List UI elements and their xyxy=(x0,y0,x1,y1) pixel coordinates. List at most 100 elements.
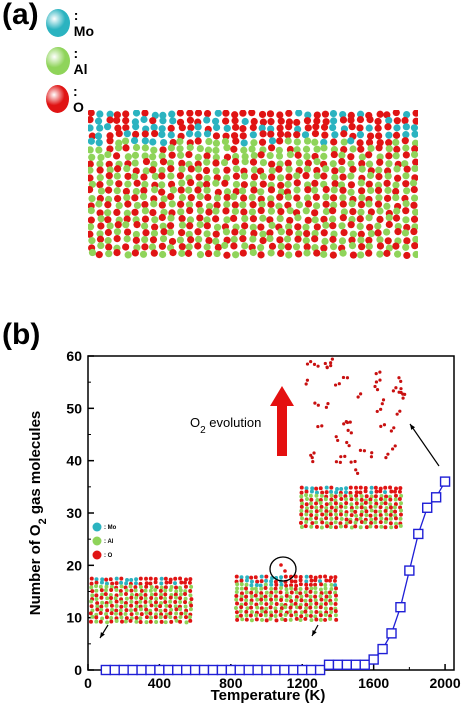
atom xyxy=(88,110,95,117)
atom xyxy=(158,125,166,133)
atom xyxy=(392,138,400,147)
atom xyxy=(244,594,249,599)
atom xyxy=(331,167,339,175)
atom xyxy=(313,157,321,166)
atom xyxy=(114,608,119,613)
atom xyxy=(141,235,149,244)
atom xyxy=(118,608,123,613)
atom xyxy=(385,145,393,153)
atom xyxy=(241,214,249,223)
atom xyxy=(378,497,383,502)
atom xyxy=(289,579,294,584)
data-point xyxy=(189,664,201,676)
atom xyxy=(318,579,322,584)
atom xyxy=(231,228,239,236)
atom xyxy=(257,243,265,252)
atom xyxy=(333,508,338,513)
atom xyxy=(138,616,143,621)
atom xyxy=(324,594,329,599)
atom xyxy=(100,616,105,621)
atom xyxy=(292,243,301,251)
atom xyxy=(264,602,269,607)
atom xyxy=(303,152,311,161)
atom xyxy=(99,588,104,593)
atom xyxy=(284,193,293,201)
atom xyxy=(344,486,349,491)
atom xyxy=(384,494,389,499)
o2-gas-molecule xyxy=(333,382,341,387)
atom xyxy=(174,595,178,600)
atom xyxy=(114,581,119,586)
atom xyxy=(329,586,334,591)
atom xyxy=(186,110,194,117)
atom xyxy=(119,604,124,609)
atom xyxy=(367,208,375,216)
atom xyxy=(264,578,269,583)
atom xyxy=(275,146,283,154)
atom xyxy=(249,201,257,209)
atom xyxy=(304,502,309,507)
atom xyxy=(338,222,346,230)
atom xyxy=(402,151,410,159)
atom xyxy=(249,590,254,595)
atom xyxy=(158,166,166,174)
atom xyxy=(267,200,275,208)
atom xyxy=(324,521,329,526)
data-point xyxy=(314,664,326,676)
atom xyxy=(108,592,113,597)
atom xyxy=(129,599,134,604)
atom xyxy=(149,585,154,590)
atom xyxy=(239,582,244,587)
atom xyxy=(379,516,384,521)
data-point xyxy=(145,664,156,676)
svg-text:: Al: : Al xyxy=(104,539,114,545)
atom xyxy=(339,116,348,124)
atom xyxy=(343,490,348,495)
atom xyxy=(194,186,202,194)
atom xyxy=(349,145,357,153)
atom xyxy=(320,123,329,131)
atom xyxy=(158,608,163,613)
atom xyxy=(194,228,202,236)
atom xyxy=(334,512,338,517)
o2-gas-molecule xyxy=(323,361,329,369)
atom xyxy=(285,228,293,236)
atom xyxy=(133,220,141,229)
atom xyxy=(401,160,409,168)
atom xyxy=(383,249,391,257)
atom xyxy=(323,617,328,622)
atom xyxy=(267,118,275,126)
atom xyxy=(388,497,393,502)
atom xyxy=(113,248,121,257)
atom xyxy=(132,122,140,131)
atom xyxy=(174,589,179,594)
atom xyxy=(321,110,330,118)
atom xyxy=(119,600,124,605)
atom xyxy=(374,181,383,189)
atom xyxy=(274,589,279,594)
atom xyxy=(158,588,163,593)
atom xyxy=(401,137,409,145)
atom xyxy=(88,166,94,174)
atom xyxy=(364,513,369,518)
atom xyxy=(259,591,264,596)
atom xyxy=(267,195,275,203)
atom xyxy=(303,194,312,202)
atom xyxy=(286,145,295,154)
o2-gas-molecule xyxy=(391,444,397,451)
atom xyxy=(159,619,164,624)
inset-legend-item: : Al xyxy=(92,536,114,546)
atom xyxy=(402,144,410,152)
y-tick-label: 40 xyxy=(66,453,82,469)
atom xyxy=(338,157,346,166)
atom xyxy=(203,152,211,160)
atom xyxy=(374,124,382,132)
atom xyxy=(141,110,149,117)
atom xyxy=(179,580,184,585)
atom xyxy=(106,116,114,124)
atom xyxy=(104,603,109,608)
atom xyxy=(278,590,283,595)
atom xyxy=(357,200,366,209)
atom xyxy=(268,160,276,168)
atom xyxy=(168,599,173,604)
